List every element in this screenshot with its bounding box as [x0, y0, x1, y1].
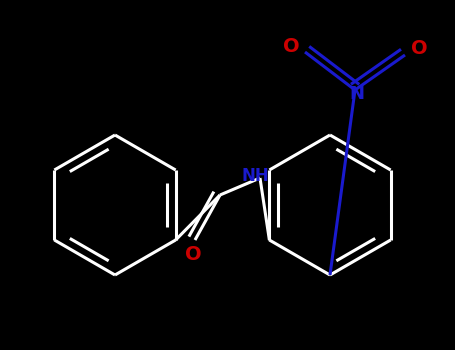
- Text: O: O: [411, 40, 427, 58]
- Text: N: N: [349, 85, 364, 103]
- Text: NH: NH: [241, 167, 269, 185]
- Text: O: O: [185, 245, 201, 265]
- Text: O: O: [283, 36, 299, 56]
